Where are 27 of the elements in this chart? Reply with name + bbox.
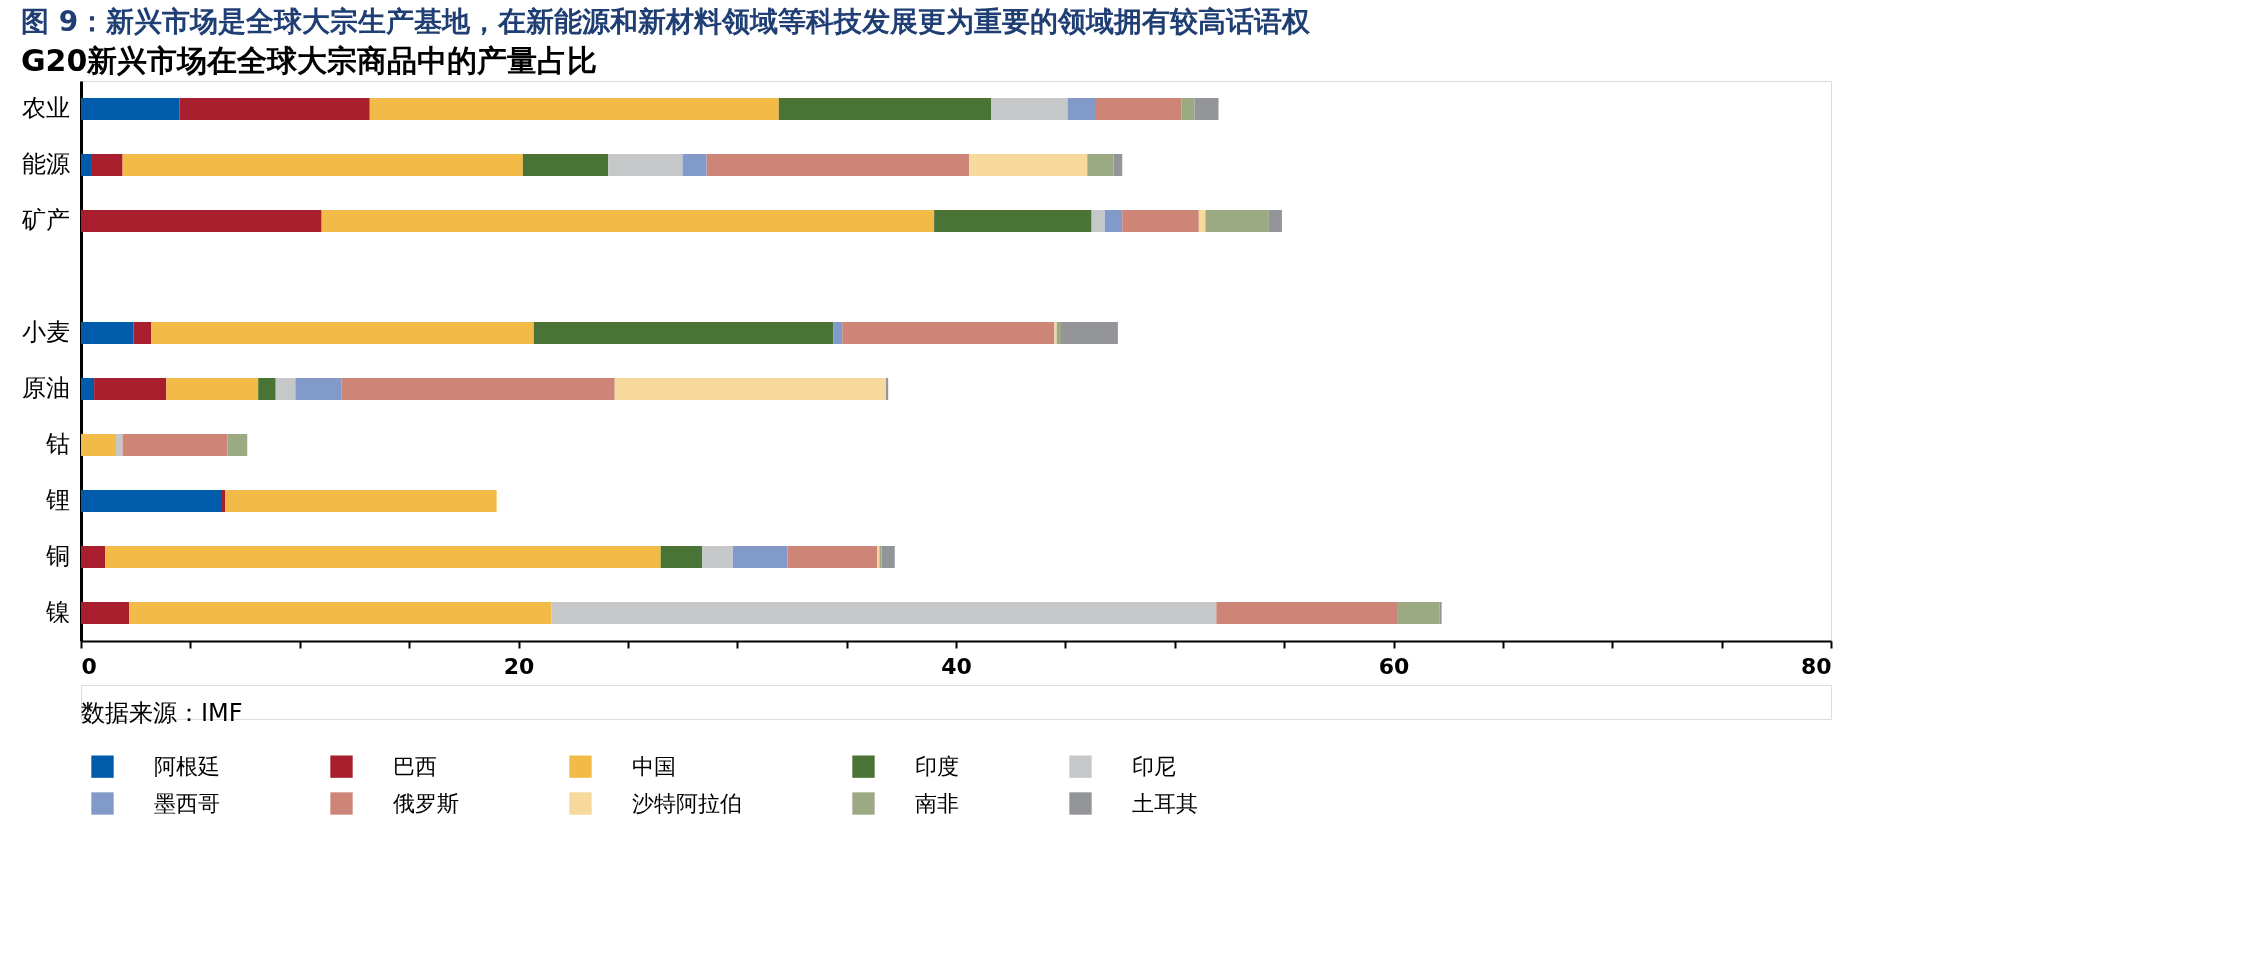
- chart-subtitle: G20新兴市场在全球大宗商品中的产量占比: [21, 43, 598, 78]
- y-tick-label: 镍: [44, 598, 70, 626]
- legend-label: 南非: [915, 790, 959, 816]
- legend-label: 俄罗斯: [393, 790, 459, 816]
- legend-label: 阿根廷: [154, 753, 220, 779]
- legend-label: 印尼: [1132, 753, 1176, 779]
- y-tick-label: 农业: [21, 94, 70, 122]
- y-tick-label: 能源: [21, 150, 70, 178]
- legend-label: 印度: [915, 753, 959, 779]
- legend-label: 巴西: [393, 753, 437, 779]
- legend-label: 土耳其: [1132, 790, 1198, 816]
- y-tick-label: 锂: [44, 486, 70, 514]
- x-tick-label: 80: [1800, 653, 1832, 679]
- y-tick-label: 钴: [44, 430, 70, 458]
- y-tick-label: 矿产: [20, 206, 70, 234]
- y-tick-label: 铜: [44, 542, 70, 570]
- x-tick-label: 40: [941, 653, 972, 679]
- y-tick-label: 小麦: [21, 318, 70, 346]
- x-tick-label: 0: [81, 653, 97, 679]
- y-tick-label: 原油: [21, 374, 70, 402]
- x-tick-label: 20: [503, 653, 535, 679]
- x-tick-label: 60: [1378, 653, 1410, 679]
- source-note: 数据来源：IMF: [81, 699, 243, 727]
- legend-label: 中国: [632, 753, 676, 779]
- legend-label: 沙特阿拉伯: [632, 790, 742, 816]
- chart-title: 图 9：新兴市场是全球大宗生产基地，在新能源和新材料领域等科技发展更为重要的领域拥有较高话语权: [21, 5, 1312, 38]
- legend-label: 墨西哥: [154, 790, 220, 816]
